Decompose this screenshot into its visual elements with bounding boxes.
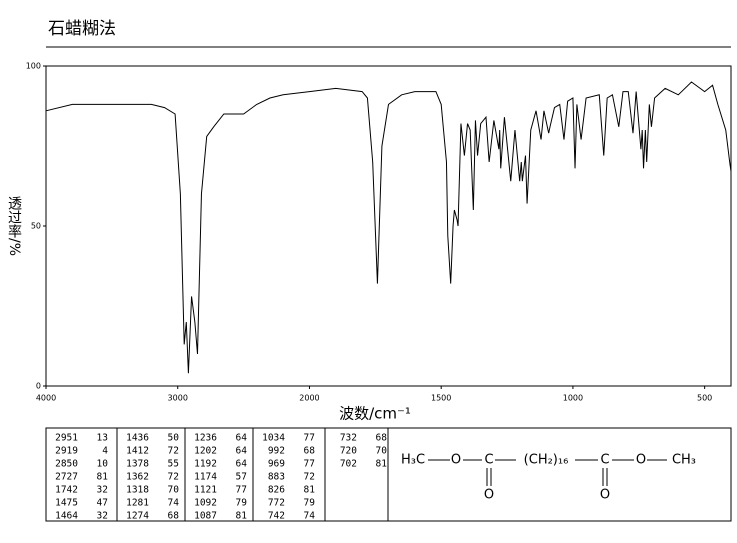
y-tick-label: 0 xyxy=(36,382,41,391)
peak-transmittance: 77 xyxy=(304,433,315,444)
peak-wavenumber: 1087 xyxy=(194,511,217,522)
peak-transmittance: 64 xyxy=(236,459,248,470)
peak-transmittance: 72 xyxy=(168,472,179,483)
y-tick-label: 100 xyxy=(26,62,41,71)
peak-transmittance: 74 xyxy=(168,498,180,509)
peak-wavenumber: 1174 xyxy=(194,472,217,483)
peak-transmittance: 50 xyxy=(168,433,180,444)
peak-transmittance: 74 xyxy=(304,511,316,522)
peak-transmittance: 64 xyxy=(236,446,248,457)
peak-transmittance: 79 xyxy=(304,498,316,509)
peak-wavenumber: 1274 xyxy=(126,511,149,522)
x-tick-label: 500 xyxy=(697,394,712,403)
peak-transmittance: 10 xyxy=(97,459,109,470)
structure-label: CH₃ xyxy=(672,453,696,468)
structure-label: C xyxy=(600,453,609,468)
structure-label: H₃C xyxy=(401,453,425,468)
peak-wavenumber: 2951 xyxy=(55,433,78,444)
peak-transmittance: 32 xyxy=(97,485,108,496)
peak-wavenumber: 883 xyxy=(268,472,285,483)
peak-wavenumber: 1092 xyxy=(194,498,217,509)
peak-wavenumber: 702 xyxy=(340,459,357,470)
peak-transmittance: 72 xyxy=(304,472,315,483)
peak-wavenumber: 732 xyxy=(340,433,357,444)
peak-transmittance: 81 xyxy=(376,459,388,470)
peak-wavenumber: 1412 xyxy=(126,446,149,457)
structure-label: O xyxy=(451,453,461,468)
x-tick-label: 2000 xyxy=(299,394,319,403)
peak-transmittance: 77 xyxy=(236,485,247,496)
peak-wavenumber: 1121 xyxy=(194,485,217,496)
chart-title: 石蜡糊法 xyxy=(48,19,116,39)
peak-transmittance: 4 xyxy=(102,446,108,457)
peak-transmittance: 32 xyxy=(97,511,108,522)
x-tick-label: 1000 xyxy=(563,394,583,403)
peak-transmittance: 68 xyxy=(304,446,316,457)
peak-wavenumber: 1318 xyxy=(126,485,149,496)
peak-wavenumber: 1475 xyxy=(55,498,78,509)
peak-transmittance: 70 xyxy=(376,446,388,457)
y-axis-label: 透过率/% xyxy=(6,196,22,256)
peak-transmittance: 64 xyxy=(236,433,248,444)
peak-wavenumber: 742 xyxy=(268,511,285,522)
peak-transmittance: 81 xyxy=(236,511,248,522)
peak-wavenumber: 1464 xyxy=(55,511,78,522)
peak-transmittance: 81 xyxy=(97,472,109,483)
peak-transmittance: 72 xyxy=(168,446,179,457)
peak-wavenumber: 1742 xyxy=(55,485,78,496)
peak-transmittance: 70 xyxy=(168,485,180,496)
peak-transmittance: 68 xyxy=(376,433,388,444)
x-tick-label: 3000 xyxy=(168,394,188,403)
peak-wavenumber: 2850 xyxy=(55,459,78,470)
structure-label: C xyxy=(484,453,493,468)
structure-label: O xyxy=(636,453,646,468)
structure-bonds xyxy=(428,459,667,486)
peak-transmittance: 13 xyxy=(97,433,108,444)
peak-transmittance: 57 xyxy=(236,472,247,483)
peak-wavenumber: 1378 xyxy=(126,459,149,470)
peak-wavenumber: 1436 xyxy=(126,433,149,444)
peak-wavenumber: 2919 xyxy=(55,446,78,457)
table-dividers xyxy=(116,428,389,521)
peak-wavenumber: 1192 xyxy=(194,459,217,470)
peak-wavenumber: 1236 xyxy=(194,433,217,444)
peak-transmittance: 47 xyxy=(97,498,108,509)
peak-wavenumber: 969 xyxy=(268,459,285,470)
peak-transmittance: 55 xyxy=(168,459,179,470)
x-tick-label: 1500 xyxy=(431,394,451,403)
peak-transmittance: 79 xyxy=(236,498,248,509)
y-tick-label: 50 xyxy=(31,222,41,231)
peak-wavenumber: 772 xyxy=(268,498,285,509)
structure-label: O xyxy=(600,488,610,503)
plot-frame xyxy=(45,65,732,387)
peak-wavenumber: 720 xyxy=(340,446,357,457)
peak-wavenumber: 826 xyxy=(268,485,285,496)
x-axis-label: 波数/cm⁻¹ xyxy=(339,405,411,423)
peak-wavenumber: 992 xyxy=(268,446,285,457)
x-tick-label: 4000 xyxy=(36,394,56,403)
peak-transmittance: 77 xyxy=(304,459,315,470)
peak-wavenumber: 1281 xyxy=(126,498,149,509)
peak-wavenumber: 1034 xyxy=(262,433,285,444)
peak-transmittance: 68 xyxy=(168,511,180,522)
peak-wavenumber: 2727 xyxy=(55,472,78,483)
structure-label: O xyxy=(484,488,494,503)
peak-wavenumber: 1202 xyxy=(194,446,217,457)
peak-transmittance: 81 xyxy=(304,485,316,496)
structure-label: (CH₂)₁₆ xyxy=(524,453,569,468)
peak-wavenumber: 1362 xyxy=(126,472,149,483)
spectrum-line xyxy=(45,81,732,374)
